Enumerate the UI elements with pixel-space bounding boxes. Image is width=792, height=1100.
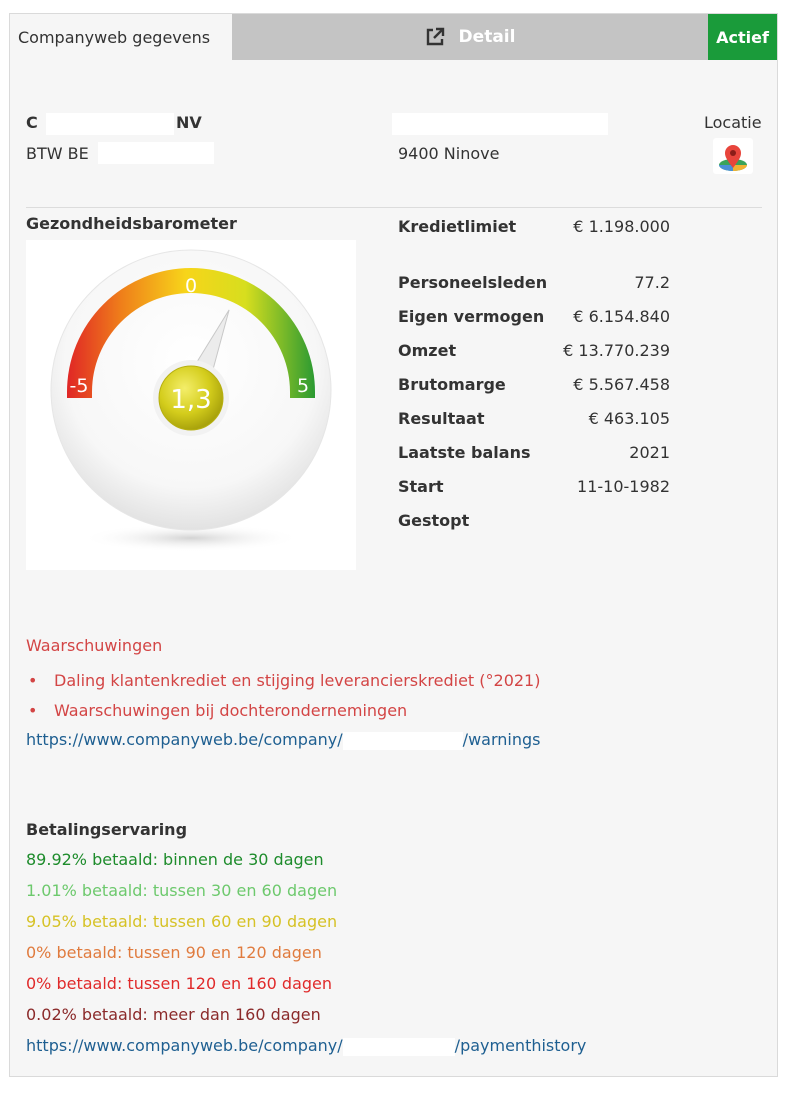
financial-row: Resultaat € 463.105 <box>398 409 670 429</box>
warnings-link-suffix: /warnings <box>462 730 541 749</box>
redacted-company-id <box>342 1037 455 1056</box>
redacted-company-name <box>46 113 174 135</box>
gauge-shadow <box>81 524 301 552</box>
financial-value: € 1.198.000 <box>573 217 670 236</box>
warnings-link[interactable]: https://www.companyweb.be/company/ /warni… <box>26 730 540 750</box>
payment-history-link[interactable]: https://www.companyweb.be/company/ /payme… <box>26 1036 586 1056</box>
detail-label: Detail <box>458 27 516 47</box>
financial-value: € 13.770.239 <box>563 341 670 360</box>
financial-value: 77.2 <box>634 273 670 292</box>
financial-row: Start 11-10-1982 <box>398 477 670 497</box>
financial-row: Laatste balans 2021 <box>398 443 670 463</box>
gauge-title: Gezondheidsbarometer <box>26 214 237 233</box>
location-map-button[interactable] <box>713 138 753 174</box>
gauge-arc <box>67 268 315 398</box>
financial-value: € 5.567.458 <box>573 375 670 394</box>
company-name-prefix: C <box>26 113 38 132</box>
section-divider <box>26 207 762 208</box>
financial-label: Laatste balans <box>398 443 531 462</box>
financial-value: 11-10-1982 <box>577 477 670 496</box>
redacted-vat <box>98 142 214 164</box>
redacted-address <box>392 113 608 135</box>
financial-value: € 6.154.840 <box>573 307 670 326</box>
payment-item: 89.92% betaald: binnen de 30 dagen <box>26 850 324 869</box>
status-badge: Actief <box>708 14 777 60</box>
companyweb-card: Companyweb gegevens Detail Actief C NV B… <box>9 13 778 1077</box>
payment-item: 0% betaald: tussen 120 en 160 dagen <box>26 974 333 993</box>
gauge-min-label: -5 <box>70 375 89 397</box>
card-title: Companyweb gegevens <box>18 28 211 47</box>
warnings-title: Waarschuwingen <box>26 636 163 655</box>
gauge-hub <box>158 365 224 431</box>
financial-row: Kredietlimiet € 1.198.000 <box>398 217 670 237</box>
financial-row: Gestopt <box>398 511 670 531</box>
financial-label: Omzet <box>398 341 457 360</box>
vat-label: BTW BE <box>26 144 89 163</box>
detail-button[interactable]: Detail <box>232 14 708 60</box>
financial-row: Eigen vermogen € 6.154.840 <box>398 307 670 327</box>
warnings-list: Daling klantenkrediet en stijging levera… <box>26 666 540 726</box>
financial-value: 2021 <box>629 443 670 462</box>
redacted-company-id <box>342 731 463 750</box>
payment-link-suffix: /paymenthistory <box>454 1036 587 1055</box>
financial-row: Brutomarge € 5.567.458 <box>398 375 670 395</box>
financial-label: Resultaat <box>398 409 485 428</box>
payment-item: 0.02% betaald: meer dan 160 dagen <box>26 1005 321 1024</box>
financial-row: Personeelsleden 77.2 <box>398 273 670 293</box>
warning-item: Waarschuwingen bij dochterondernemingen <box>26 696 540 726</box>
payment-item: 9.05% betaald: tussen 60 en 90 dagen <box>26 912 338 931</box>
payment-link-prefix: https://www.companyweb.be/company/ <box>26 1036 343 1055</box>
financial-label: Brutomarge <box>398 375 506 394</box>
financial-row: Omzet € 13.770.239 <box>398 341 670 361</box>
gauge-svg: -5 0 5 1,3 <box>50 249 332 552</box>
warning-item: Daling klantenkrediet en stijging levera… <box>26 666 540 696</box>
gauge-mid-label: 0 <box>185 275 197 297</box>
gauge-max-label: 5 <box>297 375 309 397</box>
financial-label: Start <box>398 477 444 496</box>
external-link-icon <box>426 27 444 46</box>
map-pin-icon <box>719 145 747 171</box>
financial-label: Kredietlimiet <box>398 217 517 236</box>
health-gauge: -5 0 5 1,3 <box>26 240 356 570</box>
payment-item: 0% betaald: tussen 90 en 120 dagen <box>26 943 322 962</box>
financial-label: Gestopt <box>398 511 470 530</box>
city-label: 9400 Ninove <box>398 144 500 163</box>
location-label: Locatie <box>704 113 762 132</box>
warnings-link-prefix: https://www.companyweb.be/company/ <box>26 730 343 749</box>
payment-title: Betalingservaring <box>26 820 188 839</box>
financial-value: € 463.105 <box>588 409 670 428</box>
financial-label: Personeelsleden <box>398 273 548 292</box>
gauge-value: 1,3 <box>170 385 211 415</box>
company-name-suffix: NV <box>176 113 202 132</box>
header-bar: Companyweb gegevens Detail Actief <box>10 14 777 60</box>
payment-item: 1.01% betaald: tussen 30 en 60 dagen <box>26 881 338 900</box>
financial-label: Eigen vermogen <box>398 307 545 326</box>
